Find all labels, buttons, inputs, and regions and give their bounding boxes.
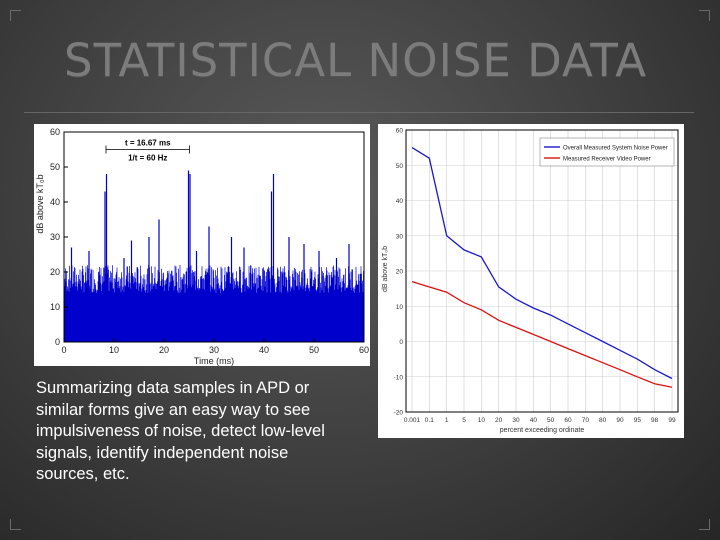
time-series-plot: 0 10 20 30 40 50 60 0 10 20 30 40 50 60 Time (ms) dB ab…: [35, 127, 369, 366]
y-tick-label: -10: [394, 374, 404, 381]
x-tick-label: 0: [61, 345, 66, 355]
y-tick-label: 40: [396, 198, 404, 205]
x-tick-label: 50: [547, 417, 555, 424]
slide-title: STATISTICAL NOISE DATA: [64, 34, 648, 87]
plot-frame: [405, 129, 679, 413]
x-tick-label: 30: [209, 345, 219, 355]
y-axis-label: dB above kT₀b: [35, 174, 45, 233]
corner-mark-top-right: [699, 10, 710, 21]
y-tick-label: 60: [396, 128, 404, 135]
corner-mark-bottom-right: [699, 519, 710, 530]
series-line: [411, 147, 673, 380]
apd-chart: 0.001 0.1 1 5 10 20 30 40 50 60 70 80 90 95 98 99 -20 -10…: [378, 124, 684, 438]
y-tick-label: 40: [50, 197, 60, 207]
y-tick-label: 10: [50, 302, 60, 312]
y-tick-label: 30: [50, 232, 60, 242]
x-tick-label: 95: [634, 417, 642, 424]
x-axis-label: percent exceeding ordinate: [500, 427, 585, 434]
x-axis-label: Time (ms): [194, 356, 234, 366]
y-tick-label: -20: [394, 410, 404, 417]
x-tick-label: 40: [530, 417, 538, 424]
corner-mark-top-left: [10, 10, 21, 21]
x-tick-label: 70: [582, 417, 590, 424]
apd-plot: 0.001 0.1 1 5 10 20 30 40 50 60 70 80 90 95 98 99 -20 -10…: [382, 128, 679, 434]
x-tick-label: 99: [668, 417, 676, 424]
legend-box: [539, 137, 675, 167]
legend-label: Overall Measured System Noise Power: [563, 146, 668, 152]
y-tick-label: 30: [396, 233, 404, 240]
x-tick-label: 90: [616, 417, 624, 424]
period-annotation: t = 16.67 ms: [125, 139, 171, 148]
y-tick-label: 0: [399, 339, 403, 346]
x-tick-label: 20: [159, 345, 169, 355]
x-tick-label: 0.1: [425, 417, 434, 424]
y-tick-label: 20: [50, 267, 60, 277]
x-tick-label: 40: [259, 345, 269, 355]
x-tick-label: 30: [512, 417, 520, 424]
x-tick-label: 60: [359, 345, 369, 355]
frequency-annotation: 1/t = 60 Hz: [128, 154, 167, 163]
y-axis-label: dB above kT₀b: [382, 246, 389, 292]
legend-label: Measured Receiver Video Power: [563, 157, 651, 163]
x-tick-label: 60: [564, 417, 572, 424]
series-line: [411, 280, 673, 388]
corner-mark-bottom-left: [10, 519, 21, 530]
y-tick-label: 60: [50, 127, 60, 137]
x-tick-label: 0.001: [404, 417, 421, 424]
title-divider: [24, 112, 694, 113]
x-tick-label: 5: [462, 417, 466, 424]
time-series-chart: 0 10 20 30 40 50 60 0 10 20 30 40 50 60 Time (ms) dB ab…: [34, 124, 370, 366]
x-tick-label: 20: [495, 417, 503, 424]
y-tick-label: 0: [55, 337, 60, 347]
x-tick-label: 10: [109, 345, 119, 355]
y-tick-label: 10: [396, 304, 404, 311]
x-tick-label: 50: [309, 345, 319, 355]
noise-floor-band: [64, 300, 364, 342]
x-tick-label: 80: [599, 417, 607, 424]
x-tick-label: 1: [445, 417, 449, 424]
x-tick-label: 10: [478, 417, 486, 424]
y-tick-label: 50: [50, 162, 60, 172]
y-tick-label: 50: [396, 163, 404, 170]
x-tick-label: 98: [651, 417, 659, 424]
y-tick-label: 20: [396, 269, 404, 276]
slide-body-text: Summarizing data samples in APD or simil…: [36, 379, 325, 483]
